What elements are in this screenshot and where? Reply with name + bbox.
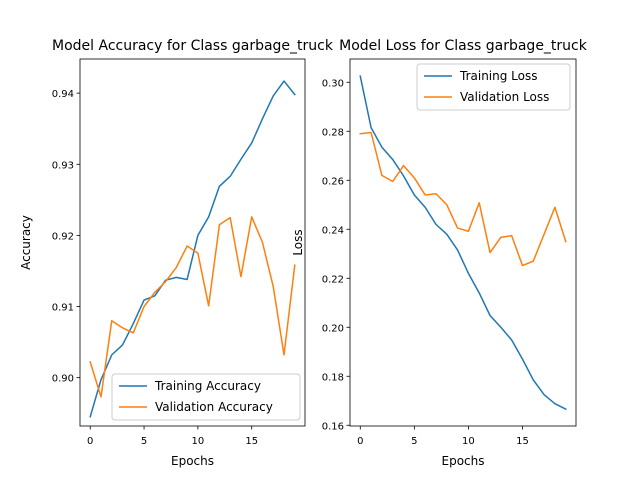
loss-y-tick-label: 0.20 [322, 323, 344, 334]
accuracy-chart: 0 5 10 15 0.90 0.91 0.92 0.93 0.94 Model Accurac… [19, 38, 334, 468]
accuracy-x-axis-label: Epochs [171, 454, 214, 468]
accuracy-x-tick-label: 5 [141, 436, 147, 447]
loss-y-tick-label: 0.18 [322, 372, 344, 383]
loss-axes-frame [349, 58, 577, 427]
loss-legend: Training Loss Validation Loss [416, 63, 571, 111]
legend-label-training-accuracy: Training Accuracy [154, 379, 261, 393]
loss-legend-box [416, 63, 571, 111]
loss-tick-layer: 0 5 10 15 0.16 0.18 0.20 0.22 0.24 0.26 0.28 0.30 [322, 78, 529, 447]
loss-series-layer [359, 75, 567, 411]
legend-label-validation-loss: Validation Loss [460, 90, 549, 104]
accuracy-legend-box [111, 373, 301, 421]
legend-label-training-loss: Training Loss [459, 69, 537, 83]
training-loss-line [359, 75, 567, 411]
accuracy-chart-title: Model Accuracy for Class garbage_truck [52, 38, 334, 54]
loss-y-tick-label: 0.24 [322, 225, 344, 236]
loss-x-axis-label: Epochs [442, 454, 485, 468]
accuracy-y-tick-label: 0.92 [52, 231, 74, 242]
accuracy-y-tick-label: 0.94 [52, 89, 74, 100]
loss-y-tick-label: 0.26 [322, 176, 344, 187]
loss-x-tick-label: 15 [516, 436, 529, 447]
legend-label-validation-accuracy: Validation Accuracy [155, 400, 273, 414]
loss-y-axis-label: Loss [291, 229, 305, 255]
validation-accuracy-line [89, 216, 296, 398]
accuracy-y-tick-label: 0.93 [52, 160, 74, 171]
loss-y-tick-label: 0.16 [322, 421, 344, 432]
accuracy-y-axis-label: Accuracy [19, 215, 33, 270]
loss-chart: 0 5 10 15 0.16 0.18 0.20 0.22 0.24 0.26 0.28 0.30 M… [291, 38, 588, 468]
loss-y-tick-label: 0.28 [322, 127, 344, 138]
loss-y-tick-label: 0.22 [322, 274, 344, 285]
loss-x-tick-label: 5 [411, 436, 417, 447]
loss-x-tick-label: 10 [462, 436, 475, 447]
accuracy-y-tick-label: 0.91 [52, 303, 74, 314]
loss-x-tick-label: 0 [357, 436, 363, 447]
accuracy-series-layer [89, 80, 296, 418]
validation-loss-line [359, 131, 567, 267]
accuracy-axes-frame [79, 58, 306, 427]
accuracy-y-tick-label: 0.90 [52, 374, 74, 385]
accuracy-x-tick-label: 10 [192, 436, 205, 447]
accuracy-tick-layer: 0 5 10 15 0.90 0.91 0.92 0.93 0.94 [52, 89, 258, 447]
accuracy-x-tick-label: 0 [87, 436, 93, 447]
accuracy-x-tick-label: 15 [245, 436, 258, 447]
loss-chart-title: Model Loss for Class garbage_truck [339, 38, 588, 54]
accuracy-legend: Training Accuracy Validation Accuracy [111, 373, 301, 421]
training-accuracy-line [89, 80, 296, 418]
loss-y-tick-label: 0.30 [322, 78, 344, 89]
